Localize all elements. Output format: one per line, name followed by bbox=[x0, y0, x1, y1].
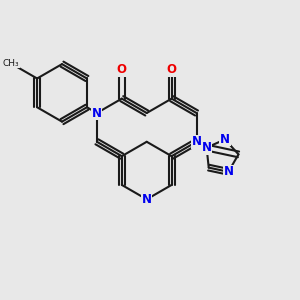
Text: N: N bbox=[224, 165, 233, 178]
Text: CH₃: CH₃ bbox=[3, 59, 20, 68]
Text: N: N bbox=[191, 135, 202, 148]
Text: N: N bbox=[220, 133, 230, 146]
Text: N: N bbox=[142, 193, 152, 206]
Text: N: N bbox=[92, 106, 102, 119]
Text: O: O bbox=[167, 63, 177, 76]
Text: N: N bbox=[202, 141, 212, 154]
Text: O: O bbox=[117, 63, 127, 76]
